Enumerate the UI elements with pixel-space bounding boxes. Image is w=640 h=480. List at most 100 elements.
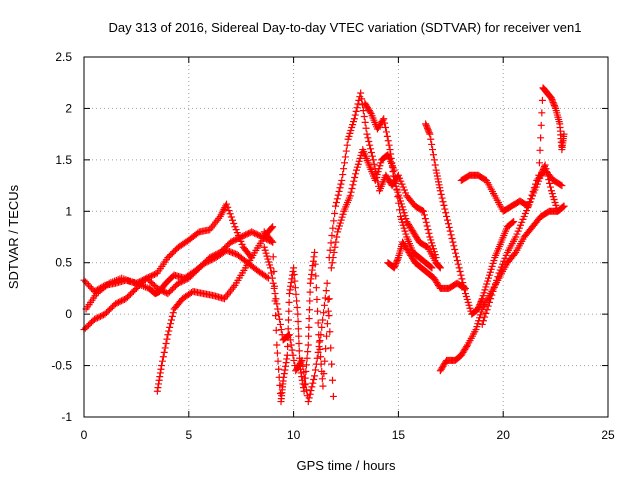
data-point [284, 342, 292, 350]
data-point [535, 171, 543, 179]
data-point [477, 308, 485, 316]
data-point [321, 357, 329, 365]
data-point [382, 128, 390, 136]
data-point [439, 198, 447, 206]
data-point [535, 159, 543, 167]
data-point [390, 176, 398, 184]
data-point [305, 315, 313, 323]
data-point [131, 286, 139, 294]
data-point [494, 273, 502, 281]
data-point [532, 183, 540, 191]
data-point [448, 234, 456, 242]
data-point [354, 160, 362, 168]
data-point [164, 290, 172, 298]
data-point [273, 341, 281, 349]
data-point [496, 266, 504, 274]
data-point [509, 218, 517, 226]
data-point [102, 309, 110, 317]
data-point [336, 219, 344, 227]
data-point [284, 325, 292, 333]
data-point [324, 295, 332, 303]
data-point [429, 151, 437, 159]
data-point [548, 190, 556, 198]
data-point [531, 186, 539, 194]
data-point [297, 358, 305, 366]
data-point [164, 331, 172, 339]
data-point [209, 255, 217, 263]
data-point [462, 293, 470, 301]
data-point [355, 157, 363, 165]
data-point [486, 268, 494, 276]
data-point [232, 226, 240, 234]
data-point [316, 337, 324, 345]
x-tick-label: 15 [392, 428, 406, 442]
data-point [295, 340, 303, 348]
data-point [174, 279, 182, 287]
data-point [338, 213, 346, 221]
data-point [443, 212, 451, 220]
data-point [96, 312, 104, 320]
data-point [328, 259, 336, 267]
data-point [301, 381, 309, 389]
data-point [393, 185, 401, 193]
data-point [545, 176, 553, 184]
data-point [165, 327, 173, 335]
data-point [455, 264, 463, 272]
data-point [314, 348, 322, 356]
data-point [484, 277, 492, 285]
data-point [329, 392, 337, 400]
grid [84, 57, 608, 417]
data-point [421, 215, 429, 223]
data-point [323, 320, 331, 328]
data-point [318, 375, 326, 383]
data-point [513, 230, 521, 238]
data-point [92, 315, 100, 323]
data-point [294, 325, 302, 333]
data-point [526, 198, 534, 206]
data-point [311, 366, 319, 374]
data-point [384, 137, 392, 145]
data-point [171, 282, 179, 290]
y-tick-label: 1.5 [55, 153, 72, 167]
data-point [158, 362, 166, 370]
data-point [341, 153, 349, 161]
series-track-g [325, 89, 440, 262]
data-point [260, 243, 268, 251]
data-point [465, 301, 473, 309]
data-point [107, 304, 115, 312]
data-point [265, 258, 273, 266]
data-point [169, 309, 177, 317]
data-point [426, 130, 434, 138]
data-point [372, 173, 380, 181]
data-point [485, 274, 493, 282]
data-point [86, 320, 94, 328]
data-point [363, 130, 371, 138]
data-point [81, 278, 89, 286]
data-point [337, 180, 345, 188]
data-point [473, 323, 481, 331]
data-point [429, 242, 437, 250]
data-point [269, 223, 277, 231]
data-point [275, 310, 283, 318]
data-point [261, 246, 269, 254]
data-point [349, 181, 357, 189]
data-point [230, 219, 238, 227]
data-point [298, 356, 306, 364]
data-point [346, 192, 354, 200]
series-track-f [260, 243, 337, 406]
y-tick-label: -1 [61, 410, 72, 424]
data-point [491, 280, 499, 288]
data-point [168, 312, 176, 320]
data-point [317, 331, 325, 339]
data-point [521, 209, 529, 217]
data-point [382, 124, 390, 132]
data-point [527, 195, 535, 203]
data-point [479, 317, 487, 325]
data-point [367, 145, 375, 153]
data-point [339, 171, 347, 179]
data-point [542, 165, 550, 173]
data-point [243, 230, 251, 238]
data-point [227, 213, 235, 221]
data-point [338, 176, 346, 184]
data-point [152, 270, 160, 278]
